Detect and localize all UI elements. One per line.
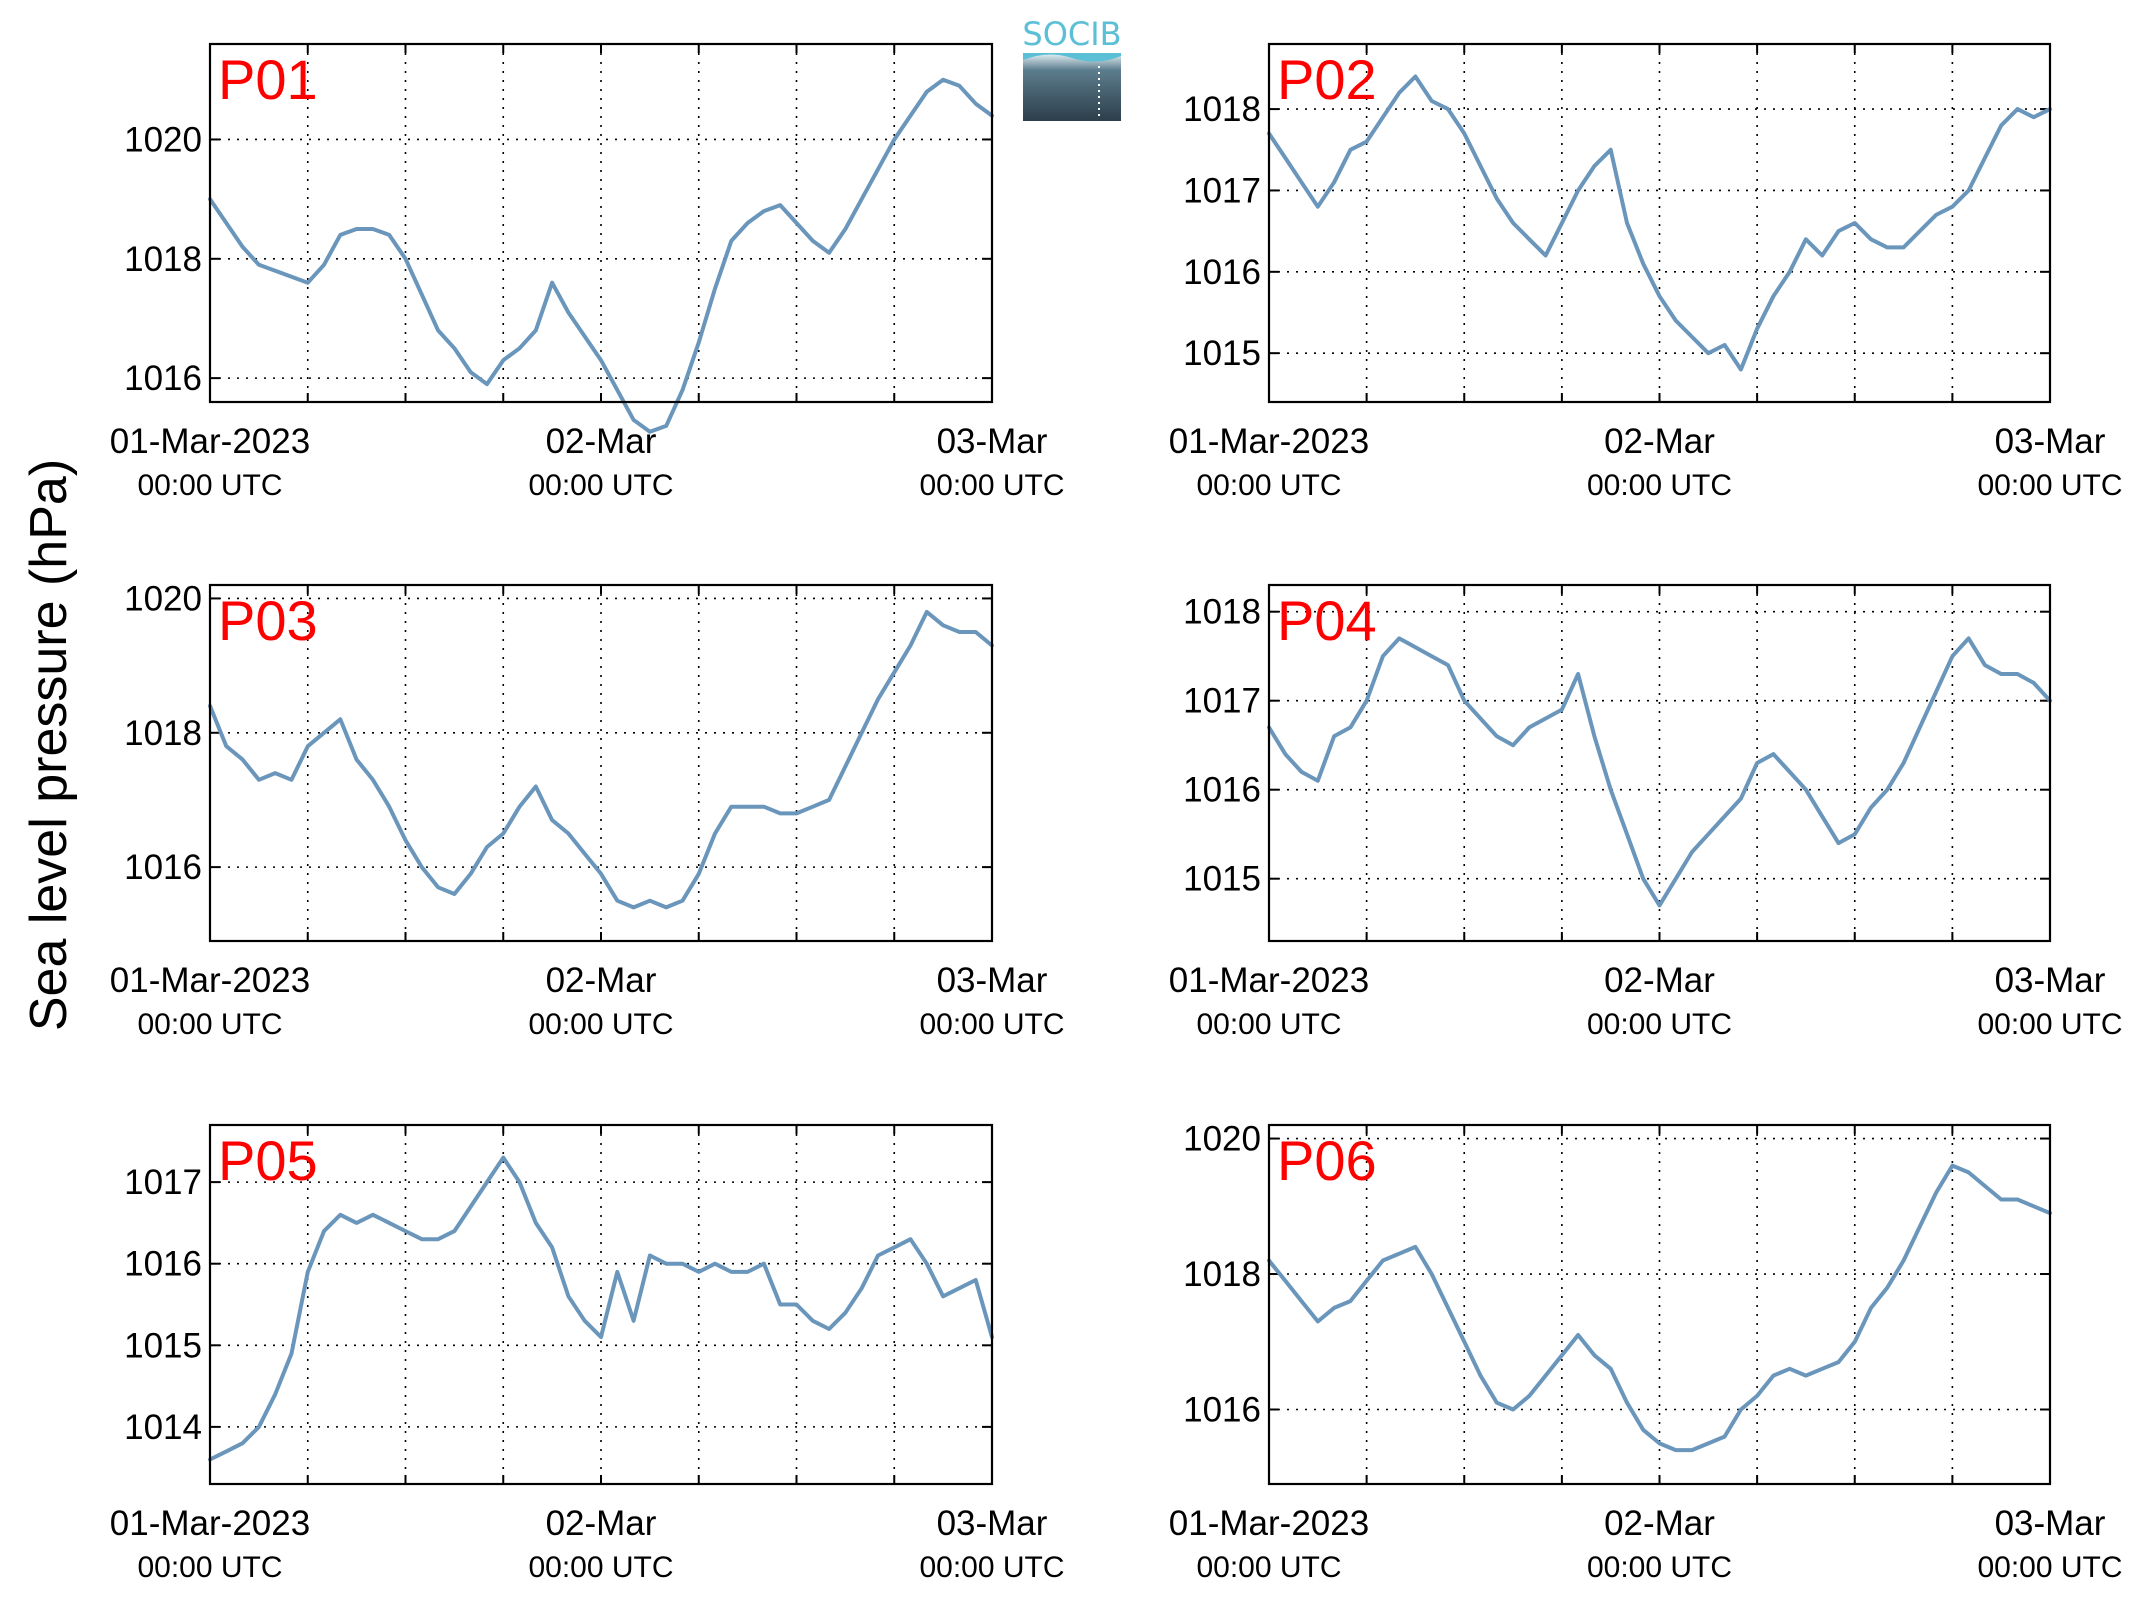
chart-panel-4: 1015 1016 1017 1018 01-Mar-2023 00:00 UTC 02-M…	[1169, 583, 2123, 1041]
y-tick-label: 1016	[124, 1245, 202, 1284]
x-tick-label: 01-Mar-2023	[110, 961, 310, 1000]
y-tick-label: 1018	[1183, 593, 1261, 632]
panel-label: P01	[218, 48, 318, 111]
x-tick-label: 01-Mar-2023	[110, 1504, 310, 1543]
panel-label: P06	[1277, 1129, 1377, 1192]
socib-logo: SOCIB	[1022, 15, 1122, 121]
x-tick-sublabel: 00:00 UTC	[919, 1008, 1064, 1041]
x-tick-sublabel: 00:00 UTC	[1587, 1551, 1732, 1584]
pressure-series-line	[1267, 74, 2052, 372]
logo-text: SOCIB	[1022, 15, 1121, 53]
pressure-series-line	[208, 609, 994, 910]
y-tick-label: 1020	[124, 579, 202, 618]
x-tick-sublabel: 00:00 UTC	[1196, 469, 1341, 502]
y-tick-label: 1017	[124, 1163, 202, 1202]
y-tick-label: 1016	[1183, 1390, 1261, 1429]
y-tick-label: 1020	[124, 120, 202, 159]
chart-panel-1: 1016 1018 1020 01-Mar-2023 00:00 UTC 02-Mar 00…	[110, 42, 1065, 502]
y-tick-label: 1020	[1183, 1120, 1261, 1159]
x-tick-sublabel: 00:00 UTC	[1587, 469, 1732, 502]
x-tick-label: 01-Mar-2023	[110, 422, 310, 461]
x-tick-sublabel: 00:00 UTC	[528, 469, 673, 502]
x-tick-sublabel: 00:00 UTC	[1977, 1551, 2122, 1584]
y-tick-label: 1016	[124, 359, 202, 398]
y-tick-label: 1017	[1183, 171, 1261, 210]
axes-frame	[208, 583, 994, 943]
x-tick-label: 03-Mar	[1995, 1504, 2106, 1543]
pressure-series-line	[1267, 636, 2052, 908]
y-tick-label: 1017	[1183, 682, 1261, 721]
x-tick-label: 03-Mar	[937, 422, 1048, 461]
x-tick-sublabel: 00:00 UTC	[528, 1551, 673, 1584]
axes-frame	[208, 42, 994, 404]
logo-wave	[1023, 53, 1121, 62]
x-tick-label: 03-Mar	[937, 1504, 1048, 1543]
x-tick-sublabel: 00:00 UTC	[137, 469, 282, 502]
x-tick-label: 03-Mar	[1995, 422, 2106, 461]
x-tick-sublabel: 00:00 UTC	[528, 1008, 673, 1041]
x-tick-sublabel: 00:00 UTC	[137, 1008, 282, 1041]
y-tick-label: 1016	[1183, 253, 1261, 292]
y-tick-label: 1016	[124, 848, 202, 887]
x-tick-label: 02-Mar	[1604, 1504, 1715, 1543]
pressure-series-line	[1267, 1163, 2052, 1453]
x-tick-sublabel: 00:00 UTC	[1196, 1008, 1341, 1041]
x-tick-sublabel: 00:00 UTC	[1587, 1008, 1732, 1041]
y-tick-label: 1015	[1183, 334, 1261, 373]
x-tick-sublabel: 00:00 UTC	[1977, 1008, 2122, 1041]
x-tick-label: 02-Mar	[546, 961, 657, 1000]
y-axis-label: Sea level pressure (hPa)	[20, 459, 78, 1031]
x-tick-sublabel: 00:00 UTC	[137, 1551, 282, 1584]
x-tick-label: 02-Mar	[1604, 961, 1715, 1000]
chart-panel-3: 1016 1018 1020 01-Mar-2023 00:00 UTC 02-Mar 00…	[110, 579, 1065, 1041]
logo-graphic	[1023, 53, 1121, 121]
axes-frame	[208, 1123, 994, 1486]
x-tick-label: 03-Mar	[937, 961, 1048, 1000]
x-tick-label: 03-Mar	[1995, 961, 2106, 1000]
y-tick-label: 1015	[1183, 860, 1261, 899]
x-tick-label: 01-Mar-2023	[1169, 1504, 1369, 1543]
y-tick-label: 1015	[124, 1326, 202, 1365]
chart-panel-5: 1014 1015 1016 1017 01-Mar-2023 00:00 UTC 02-M…	[110, 1123, 1065, 1584]
x-tick-sublabel: 00:00 UTC	[919, 469, 1064, 502]
y-tick-label: 1018	[124, 240, 202, 279]
y-tick-label: 1014	[124, 1408, 202, 1447]
chart-panels: 1016 1018 1020 01-Mar-2023 00:00 UTC 02-Mar 00…	[110, 42, 2123, 1584]
axes-frame	[1267, 583, 2052, 943]
y-tick-label: 1018	[1183, 90, 1261, 129]
panel-label: P03	[218, 589, 318, 652]
x-tick-sublabel: 00:00 UTC	[1977, 469, 2122, 502]
panel-label: P02	[1277, 48, 1377, 111]
x-tick-sublabel: 00:00 UTC	[919, 1551, 1064, 1584]
x-tick-label: 01-Mar-2023	[1169, 422, 1369, 461]
chart-panel-6: 1016 1018 1020 01-Mar-2023 00:00 UTC 02-Mar 00…	[1169, 1120, 2123, 1584]
x-tick-label: 01-Mar-2023	[1169, 961, 1369, 1000]
y-tick-label: 1018	[124, 714, 202, 753]
pressure-series-line	[208, 1155, 994, 1462]
y-tick-label: 1018	[1183, 1255, 1261, 1294]
panel-label: P04	[1277, 589, 1377, 652]
pressure-series-line	[208, 77, 994, 434]
x-tick-sublabel: 00:00 UTC	[1196, 1551, 1341, 1584]
y-tick-label: 1016	[1183, 771, 1261, 810]
x-tick-label: 02-Mar	[546, 1504, 657, 1543]
axes-frame	[1267, 1123, 2052, 1486]
x-tick-label: 02-Mar	[1604, 422, 1715, 461]
panel-label: P05	[218, 1129, 318, 1192]
axes-frame	[1267, 42, 2052, 404]
chart-panel-2: 1015 1016 1017 1018 01-Mar-2023 00:00 UTC 02-M…	[1169, 42, 2123, 502]
x-tick-label: 02-Mar	[546, 422, 657, 461]
